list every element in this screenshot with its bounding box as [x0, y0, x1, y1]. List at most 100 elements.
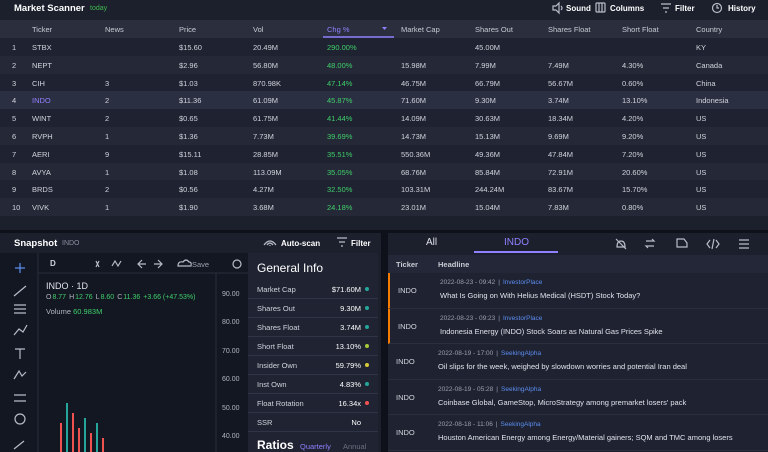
row-number: 10: [12, 203, 21, 213]
news-item[interactable]: INDO 2022-08-23 - 09:42 | InvestorPlace What…: [388, 273, 768, 309]
cell: 2: [105, 185, 110, 195]
news-item[interactable]: INDO 2022-08-19 - 17:00 | SeekingAlpha Oil s…: [388, 344, 768, 380]
news-source[interactable]: SeekingAlpha: [501, 350, 542, 357]
news-headline[interactable]: Oil slips for the week, weighed by slowd…: [438, 362, 687, 371]
cell: US: [696, 132, 707, 141]
cell: US: [696, 203, 707, 213]
table-row[interactable]: 5 WINT 2 $0.65 61.75M 41.44% 14.09M 30.63M 18.34…: [0, 109, 768, 128]
chart-symbol: INDO · 1D: [46, 281, 89, 291]
column-header[interactable]: Country: [696, 25, 723, 34]
price-label: 40.00: [222, 433, 240, 440]
news-ticker: INDO: [398, 286, 417, 295]
cell: 47.84M: [548, 149, 574, 159]
header-button[interactable]: Columns: [610, 4, 645, 13]
cell: 4.27M: [253, 185, 274, 195]
cell: NEPT: [32, 60, 53, 70]
save-button[interactable]: Save: [192, 260, 210, 269]
cell: 35.51%: [327, 149, 353, 159]
table-row[interactable]: 1 STBX $15.60 20.49M 290.00% 45.00M KY: [0, 38, 768, 56]
cell: 32.50%: [327, 185, 353, 195]
news-source[interactable]: InvestorPlace: [503, 314, 543, 322]
snapshot-icons: [263, 237, 347, 247]
cell: 15.98M: [401, 60, 427, 70]
news-item[interactable]: INDO 2022-08-19 - 05:28 | SeekingAlpha Coinb…: [388, 379, 768, 415]
column-header[interactable]: Shares Float: [548, 25, 591, 34]
cell: 2: [105, 114, 110, 124]
news-separator: |: [498, 314, 500, 322]
chart-area: D Save INDO · 1D O8.77 H12.76 L8.60 C11.36 +…: [0, 253, 248, 452]
column-header[interactable]: Ticker: [32, 25, 53, 34]
news-headline[interactable]: Coinbase Global, GameStop, MicroStrategy…: [438, 397, 687, 407]
table-row[interactable]: 6 RVPH 1 $1.36 7.73M 39.69% 14.73M 15.13M 9.69M 9…: [0, 127, 768, 145]
column-header[interactable]: Price: [179, 25, 197, 34]
cell: Canada: [696, 60, 723, 70]
header-button[interactable]: Sound: [566, 4, 591, 13]
news-source[interactable]: SeekingAlpha: [500, 421, 541, 428]
news-separator: |: [498, 279, 500, 286]
table-row[interactable]: 3 CIH 3 $1.03 870.98K 47.14% 46.75M 66.79M 56.67…: [0, 73, 768, 92]
news-source[interactable]: SeekingAlpha: [501, 385, 542, 393]
filter-button[interactable]: Filter: [351, 239, 371, 248]
info-value: No: [351, 418, 361, 427]
info-label: Market Cap: [257, 285, 296, 294]
table-row[interactable]: 7 AERI 9 $15.11 28.85M 35.51% 550.36M 49.36M 47.…: [0, 144, 768, 163]
news-meta: 2022-08-23 - 09:42 | InvestorPlace: [440, 279, 542, 286]
cell: 7.83M: [548, 203, 569, 213]
cell: 45.87%: [327, 96, 353, 106]
news-ticker: INDO: [396, 428, 415, 437]
column-header[interactable]: Short Float: [622, 25, 659, 34]
cell: 20.49M: [253, 43, 279, 52]
info-label: Short Float: [257, 342, 294, 351]
cell: AVYA: [32, 167, 51, 177]
news-headline[interactable]: Indonesia Energy (INDO) Stock Soars as N…: [440, 326, 663, 336]
column-header[interactable]: Chg %: [327, 25, 350, 34]
cell: 1: [105, 203, 110, 213]
news-headline[interactable]: What Is Going on With Helius Medical (HS…: [440, 291, 641, 300]
cell: 0.60%: [622, 78, 644, 88]
news-time: 2022-08-23 - 09:42: [440, 279, 496, 286]
news-time: 2022-08-23 - 09:23: [440, 314, 496, 322]
news-meta: 2022-08-23 - 09:23 | InvestorPlace: [440, 315, 542, 322]
table-row[interactable]: 8 AVYA 1 $1.08 113.09M 35.05% 68.76M 85.84M 72.9…: [0, 162, 768, 181]
cell: 24.18%: [327, 203, 353, 213]
row-number: 8: [12, 167, 17, 177]
info-value: $71.60M: [331, 285, 361, 294]
table-row[interactable]: 10 VIVK 1 $1.90 3.68M 24.18% 23.01M 15.04M 7.83M…: [0, 198, 768, 217]
column-header[interactable]: News: [105, 25, 124, 34]
news-item[interactable]: INDO 2022-08-23 - 09:23 | InvestorPlace Indo…: [388, 308, 768, 344]
table-row[interactable]: 2 NEPT $2.96 56.80M 48.00% 15.98M 7.99M 7.49M 4.…: [0, 55, 768, 74]
cell: 9: [105, 149, 110, 159]
header-button[interactable]: History: [728, 4, 756, 13]
auto-scan-button[interactable]: Auto-scan: [281, 239, 321, 248]
cell: 15.70%: [622, 185, 648, 195]
cell: US: [696, 114, 707, 124]
table-row[interactable]: 9 BRDS 2 $0.56 4.27M 32.50% 103.31M 244.24M 83.6…: [0, 180, 768, 199]
candles: [60, 403, 104, 452]
cell: WINT: [32, 114, 52, 124]
column-header[interactable]: Shares Out: [475, 25, 513, 34]
table-header: Ticker News Price Vol Chg % Market Cap Shares …: [0, 20, 768, 38]
interval-button[interactable]: D: [50, 259, 56, 268]
tab-ticker[interactable]: INDO: [504, 237, 529, 248]
quarterly-tab[interactable]: Quarterly: [300, 442, 331, 451]
cell: 46.75M: [401, 78, 427, 88]
cell: 0.80%: [622, 203, 644, 213]
news-source[interactable]: InvestorPlace: [503, 279, 543, 286]
ohlc-key: O: [46, 294, 52, 301]
table-row[interactable]: 4 INDO 2 $11.36 61.09M 45.87% 71.60M 9.30M 3.74M…: [0, 91, 768, 110]
cell: 13.10%: [622, 96, 648, 106]
column-header[interactable]: Market Cap: [401, 25, 440, 34]
cell: 290.00%: [327, 43, 357, 52]
news-item[interactable]: INDO 2022-08-18 - 11:06 | SeekingAlpha Houst…: [388, 415, 768, 451]
cell: $11.36: [179, 96, 202, 106]
annual-tab[interactable]: Annual: [343, 442, 367, 451]
tab-all[interactable]: All: [426, 237, 438, 248]
column-header[interactable]: Vol: [253, 25, 264, 34]
cell: $1.36: [179, 132, 198, 141]
header-button[interactable]: Filter: [675, 4, 695, 13]
cell: 18.34M: [548, 114, 574, 124]
info-label: Inst Own: [257, 380, 287, 389]
news-headline[interactable]: Houston American Energy among Energy/Mat…: [438, 433, 733, 442]
cell: $1.90: [179, 203, 198, 213]
